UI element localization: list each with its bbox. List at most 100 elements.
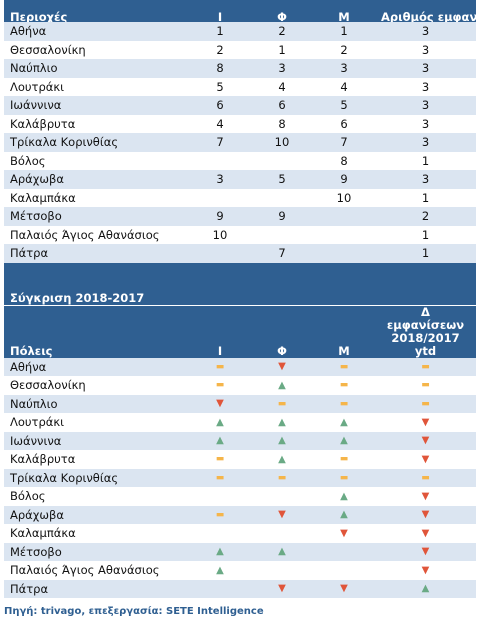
value-cell: 2 bbox=[340, 42, 348, 57]
trend-cell: ▼ bbox=[421, 416, 430, 428]
trend-cell: ▲ bbox=[313, 505, 375, 524]
empty-cell bbox=[189, 152, 251, 171]
name-cell: Θεσσαλονίκη bbox=[10, 378, 86, 393]
name-cell: Ναύπλιο bbox=[4, 59, 189, 78]
value-cell: 1 bbox=[189, 22, 251, 41]
trend-cell: ▲ bbox=[340, 416, 348, 428]
trend-cell: ▲ bbox=[375, 579, 476, 598]
value-cell: 3 bbox=[421, 42, 430, 57]
row: Βόλος 8 1 bbox=[4, 152, 476, 171]
name-cell: Αράχωβα bbox=[4, 170, 189, 189]
row: Ιωάννινα ▲ ▲ ▲ ▼ bbox=[4, 431, 476, 450]
value-cell: 1 bbox=[421, 190, 430, 205]
header-cell: Αριθμός εμφανίσεων bbox=[375, 0, 476, 22]
header-cell: Δ εμφανίσεων 2018/2017 ytd bbox=[375, 305, 476, 358]
row: Ναύπλιο ▼ ▬ ▬ ▬ bbox=[4, 394, 476, 413]
empty-cell bbox=[313, 226, 375, 245]
trend-cell: ▲ bbox=[189, 431, 251, 450]
value-cell: 8 bbox=[189, 59, 251, 78]
empty-cell bbox=[251, 561, 313, 580]
empty-cell bbox=[251, 487, 313, 506]
name-cell: Μέτσοβο bbox=[4, 207, 189, 226]
value-cell: 10 bbox=[212, 227, 228, 242]
row: Αράχωβα ▬ ▼ ▲ ▼ bbox=[4, 505, 476, 524]
name-cell: Βόλος bbox=[10, 153, 46, 168]
row: Αθήνα 1 2 1 3 bbox=[4, 22, 476, 41]
header-cell: Φ bbox=[251, 0, 313, 22]
trend-cell: ▬ bbox=[375, 394, 476, 413]
trend-cell: ▲ bbox=[251, 431, 313, 450]
value-cell: 5 bbox=[216, 79, 224, 94]
trend-cell: ▼ bbox=[375, 505, 476, 524]
header-cell: Ι bbox=[189, 0, 251, 22]
row: Θεσσαλονίκη 2 1 2 3 bbox=[4, 41, 476, 60]
row: Καλαμπάκα 10 1 bbox=[4, 189, 476, 208]
trend-cell: ▲ bbox=[313, 431, 375, 450]
value-cell: 4 bbox=[216, 116, 224, 131]
trend-cell: ▬ bbox=[189, 357, 251, 376]
name-cell: Αθήνα bbox=[4, 22, 189, 41]
row: Καλάβρυτα 4 8 6 3 bbox=[4, 115, 476, 134]
value-cell: 10 bbox=[251, 133, 313, 152]
section-title: Σύγκριση 2018-2017 bbox=[4, 262, 476, 306]
header-cell: Φ bbox=[251, 305, 313, 358]
empty-cell bbox=[189, 579, 251, 598]
name-cell: Πάτρα bbox=[4, 244, 189, 263]
trend-cell: ▼ bbox=[251, 357, 313, 376]
row: Πάτρα 7 1 bbox=[4, 244, 476, 263]
value-cell: 6 bbox=[251, 96, 313, 115]
value-cell: 2 bbox=[251, 22, 313, 41]
name-cell: Παλαιός Άγιος Αθανάσιος bbox=[10, 227, 160, 242]
trend-cell: ▼ bbox=[313, 579, 375, 598]
trend-cell: ▲ bbox=[278, 416, 286, 428]
row: Πάτρα ▼ ▼ ▲ bbox=[4, 579, 476, 598]
empty-cell bbox=[251, 226, 313, 245]
value-cell: 1 bbox=[375, 244, 476, 263]
value-cell: 6 bbox=[189, 96, 251, 115]
trend-cell: ▲ bbox=[251, 542, 313, 561]
trend-cell: ▲ bbox=[189, 542, 251, 561]
trend-cell: ▬ bbox=[189, 468, 251, 487]
value-cell: 7 bbox=[189, 133, 251, 152]
value-cell: 5 bbox=[313, 96, 375, 115]
value-cell: 3 bbox=[251, 59, 313, 78]
name-cell: Μέτσοβο bbox=[4, 542, 189, 561]
value-cell: 6 bbox=[340, 116, 348, 131]
header-cell: Μ bbox=[313, 305, 375, 358]
value-cell: 8 bbox=[340, 153, 348, 168]
name-cell: Αθήνα bbox=[4, 357, 189, 376]
name-cell: Βόλος bbox=[10, 489, 46, 504]
value-cell: 3 bbox=[375, 170, 476, 189]
value-cell: 9 bbox=[189, 207, 251, 226]
row: Τρίκαλα Κορινθίας 7 10 7 3 bbox=[4, 133, 476, 152]
trend-cell: ▼ bbox=[251, 579, 313, 598]
name-cell: Καλάβρυτα bbox=[10, 116, 76, 131]
name-cell: Αράχωβα bbox=[4, 505, 189, 524]
value-cell: 3 bbox=[189, 170, 251, 189]
name-cell: Λουτράκι bbox=[10, 79, 65, 94]
value-cell: 3 bbox=[421, 116, 430, 131]
row: Αράχωβα 3 5 9 3 bbox=[4, 170, 476, 189]
trend-cell: ▼ bbox=[421, 527, 430, 539]
trend-cell: ▬ bbox=[313, 394, 375, 413]
row: Καλάβρυτα ▬ ▲ ▬ ▼ bbox=[4, 450, 476, 469]
trend-cell: ▲ bbox=[278, 379, 286, 391]
row: Καλαμπάκα ▼ ▼ bbox=[4, 524, 476, 543]
value-cell: 1 bbox=[313, 22, 375, 41]
name-cell: Τρίκαλα Κορινθίας bbox=[4, 133, 189, 152]
empty-cell bbox=[251, 524, 313, 543]
value-cell: 1 bbox=[421, 227, 430, 242]
value-cell: 10 bbox=[336, 190, 352, 205]
value-cell: 1 bbox=[278, 42, 286, 57]
empty-cell bbox=[313, 561, 375, 580]
trend-cell: ▬ bbox=[313, 468, 375, 487]
value-cell: 4 bbox=[340, 79, 348, 94]
comparison-table: Σύγκριση 2018-2017 Πόλεις Ι Φ Μ Δ εμφανίσεων … bbox=[4, 262, 476, 598]
trend-cell: ▬ bbox=[251, 394, 313, 413]
value-cell: 3 bbox=[375, 133, 476, 152]
name-cell: Καλαμπάκα bbox=[10, 190, 76, 205]
name-cell: Καλαμπάκα bbox=[10, 526, 76, 541]
value-cell: 7 bbox=[251, 244, 313, 263]
row: Ιωάννινα 6 6 5 3 bbox=[4, 96, 476, 115]
